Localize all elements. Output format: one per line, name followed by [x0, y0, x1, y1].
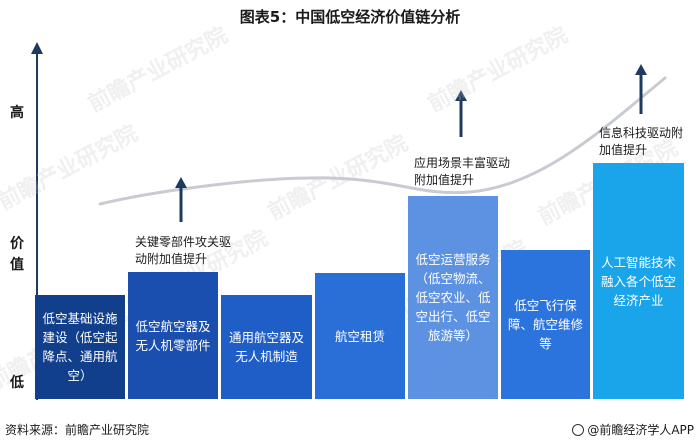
bar-leasing: 航空租赁	[315, 273, 405, 399]
y-label-low: 低	[10, 375, 24, 391]
bar-support: 低空飞行保障、航空维修等	[501, 250, 590, 399]
brand-logo-icon	[572, 424, 585, 436]
bar-operations: 低空运营服务（低空物流、低空农业、低空出行、低空旅游等）	[408, 196, 498, 399]
figure-title: 图表5：中国低空经济价值链分析	[239, 8, 461, 26]
bar-ai: 人工智能技术融入各个低空经济产业	[593, 163, 684, 399]
y-label-value-2: 值	[10, 257, 24, 273]
note-parts: 关键零部件攻关驱动附加值提升	[135, 235, 232, 266]
brand-credit-text: @前瞻经济学人APP	[587, 423, 694, 437]
note-scenario: 应用场景丰富驱动附加值提升	[414, 156, 511, 187]
note-tech: 信息科技驱动附加值提升	[599, 126, 684, 157]
up-arrow-parts-head	[175, 177, 187, 188]
brand-credit: @前瞻经济学人APP	[572, 421, 694, 438]
up-arrow-scenario-head	[455, 90, 467, 101]
y-axis-arrowhead	[31, 42, 43, 54]
bar-components: 低空航空器及无人机零部件	[128, 272, 218, 399]
source-note: 资料来源：前瞻产业研究院	[5, 423, 150, 437]
up-arrow-tech-head	[635, 64, 647, 75]
bar-manufacturing: 通用航空器及无人机制造	[221, 295, 312, 399]
y-label-value-1: 价	[10, 236, 24, 252]
y-label-high: 高	[10, 105, 24, 121]
value-curve	[98, 76, 667, 206]
bar-infrastructure: 低空基础设施建设（低空起降点、通用航空）	[35, 295, 125, 399]
